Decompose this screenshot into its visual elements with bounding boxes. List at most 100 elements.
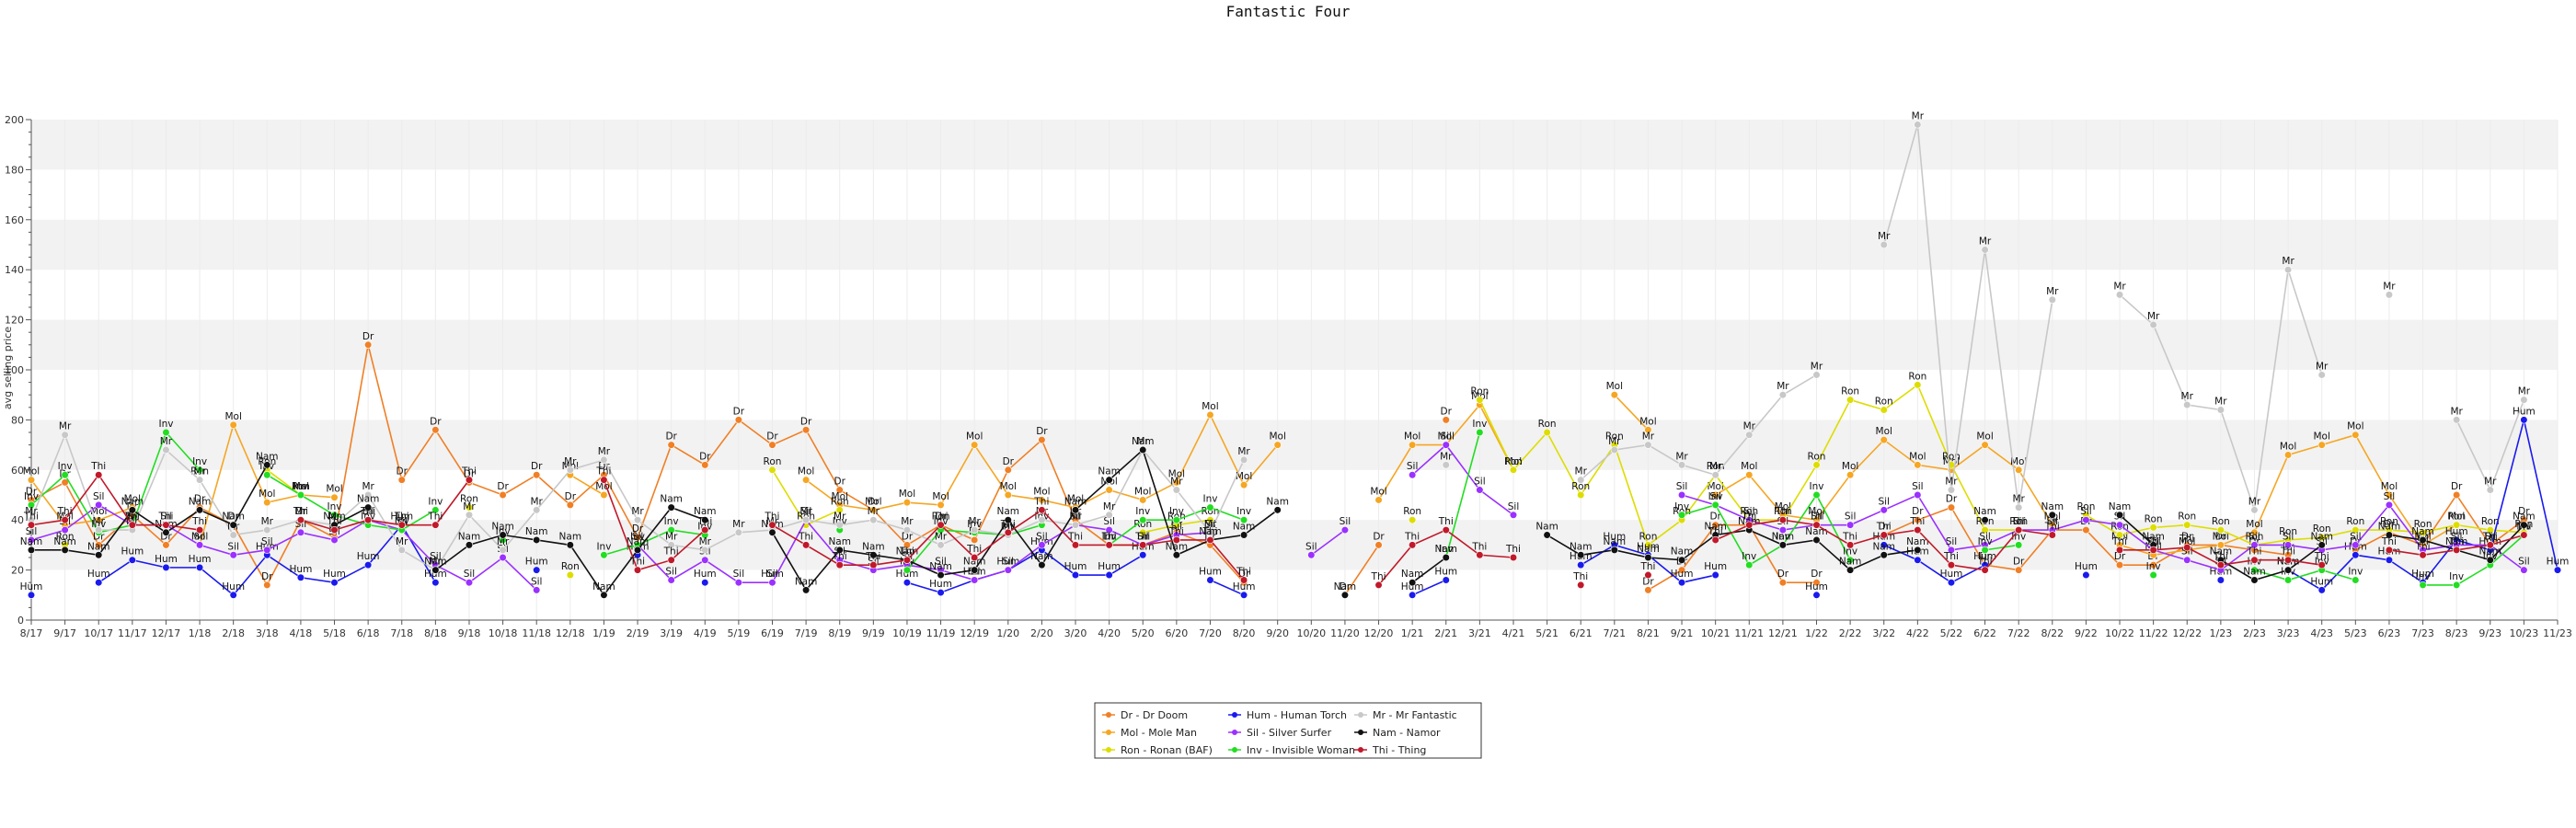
data-label: Thi [1236,566,1251,577]
data-label: Hum [2310,576,2333,587]
y-tick-label: 180 [5,164,24,176]
data-point [1610,445,1618,454]
data-label: Inv [1236,506,1251,517]
data-label: Hum [525,557,548,568]
x-tick-label: 6/18 [357,627,380,639]
data-label: Dr [1373,531,1385,542]
data-label: Sil [1811,512,1823,523]
data-point [1206,528,1214,536]
x-tick-label: 11/23 [2543,627,2572,639]
data-label: Thi [2044,522,2060,533]
data-label: Mol [1236,471,1252,482]
data-point [364,516,373,524]
data-label: Dr [362,331,374,342]
data-label: Nam [2310,531,2333,542]
legend-item: Mol - Mole Man [1102,727,1197,739]
data-point [1778,579,1787,587]
data-label: Sil [1441,431,1453,443]
data-label: Nam [1570,541,1593,552]
data-point [1846,396,1855,404]
x-tick-label: 8/17 [20,627,43,639]
data-point [1442,525,1450,535]
data-point [2283,541,2293,549]
data-point [1577,476,1585,484]
data-label: Sil [1340,516,1351,527]
data-label: Sil [2013,516,2025,527]
x-tick-label: 7/20 [1199,627,1222,639]
data-point [1711,500,1719,509]
data-label: Mr [2518,386,2531,397]
data-point [1644,441,1652,449]
data-label: Mr [1777,381,1789,392]
data-label: Inv [1135,506,1150,517]
data-label: Inv [192,456,207,467]
data-point [330,525,339,535]
data-point [1172,551,1180,559]
data-point [229,531,237,539]
data-point [195,525,204,535]
data-label: Dr [531,461,543,472]
series-mol: Mol Mol Mol Mol Mol Mol Mol Mol Mol Mol Mol Mol Mol M… [23,381,2465,559]
x-tick-label: 1/19 [592,627,615,639]
data-label: Mr [463,501,476,512]
data-label: Ron [1942,451,1961,462]
data-point [1981,516,1989,524]
data-label: Dr [26,486,38,497]
data-label: Sil [1743,506,1755,517]
data-label: Inv [967,519,982,530]
data-point [533,566,541,574]
data-label: Dr [2181,531,2193,542]
data-point [1577,551,1585,559]
data-point [971,441,979,449]
data-point [162,428,170,437]
data-label: Thi [1775,506,1790,517]
data-label: Mr [1675,451,1688,462]
data-point [1509,466,1518,474]
data-label: Mr [1979,236,1992,247]
data-point [263,499,271,507]
data-label: Nam [1535,522,1558,533]
data-label: Thi [2515,522,2531,533]
x-tick-label: 10/19 [892,627,922,639]
data-label: Dr [430,416,442,427]
data-label: Mr [1440,451,1453,462]
x-tick-label: 8/21 [1637,627,1660,639]
data-label: Thi [1000,519,1016,530]
data-point [2486,486,2494,494]
legend-label: Sil - Silver Surfer [1247,727,1332,739]
data-label: Inv [293,481,308,492]
data-point [1239,455,1248,465]
x-tick-label: 3/18 [256,627,279,639]
legend-marker [1106,712,1111,718]
data-point [667,503,675,512]
data-point [2250,566,2259,574]
x-tick-label: 4/21 [1502,627,1525,639]
data-point [2352,431,2360,439]
data-label: Mol [1269,431,1285,443]
data-label: Nam [1098,466,1121,477]
data-point [128,506,136,514]
data-label: Nam [323,512,346,523]
x-tick-label: 9/21 [1671,627,1694,639]
data-label: Mr [261,516,274,527]
data-label: Nam [424,557,447,568]
data-point [937,521,945,529]
data-point [2048,295,2056,304]
data-label: Nam [2041,501,2064,512]
x-tick-label: 10/23 [2510,627,2539,639]
x-tick-label: 9/18 [458,627,481,639]
data-point [1778,516,1787,524]
data-label: Ron [561,561,580,572]
y-tick-label: 0 [17,615,24,627]
data-label: Hum [694,569,717,580]
data-point [1745,521,1754,529]
data-label: Ron [2145,513,2163,524]
data-label: Sil [464,569,476,580]
x-tick-label: 12/22 [2172,627,2202,639]
data-point [431,579,440,587]
data-point [1409,579,1417,587]
data-label: Sil [93,491,105,502]
data-point [1981,546,1989,554]
data-label: Hum [1098,561,1121,572]
x-tick-label: 5/19 [728,627,751,639]
